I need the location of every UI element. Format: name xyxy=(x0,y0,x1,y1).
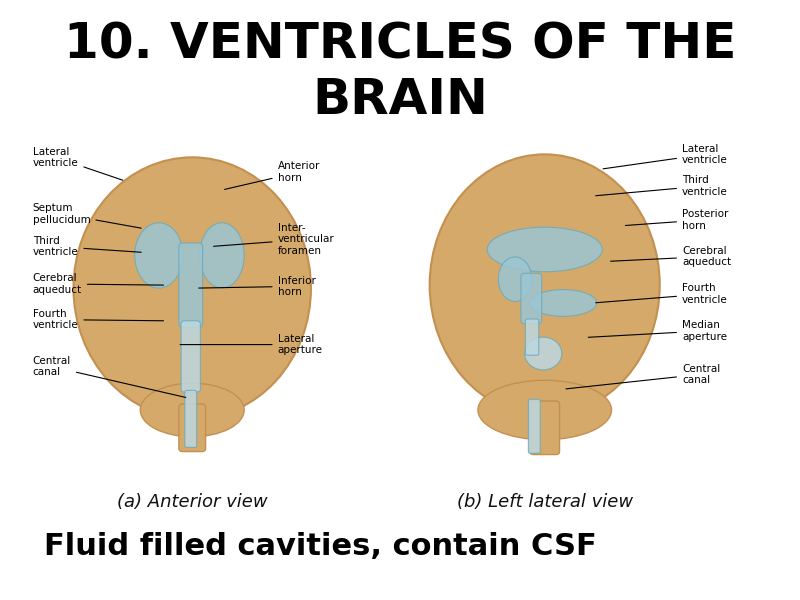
Text: Inferior
horn: Inferior horn xyxy=(198,275,315,297)
Text: Inter-
ventricular
foramen: Inter- ventricular foramen xyxy=(214,223,334,256)
Ellipse shape xyxy=(74,157,311,419)
Text: Fourth
ventricle: Fourth ventricle xyxy=(596,283,728,305)
Text: Anterior
horn: Anterior horn xyxy=(225,161,320,190)
Text: Cerebral
aqueduct: Cerebral aqueduct xyxy=(610,246,731,268)
Text: Fourth
ventricle: Fourth ventricle xyxy=(33,309,163,331)
FancyBboxPatch shape xyxy=(526,319,538,355)
Ellipse shape xyxy=(478,380,611,440)
Ellipse shape xyxy=(525,337,562,370)
Ellipse shape xyxy=(430,154,660,416)
FancyBboxPatch shape xyxy=(179,243,202,328)
Ellipse shape xyxy=(140,383,244,437)
Ellipse shape xyxy=(530,290,597,316)
FancyBboxPatch shape xyxy=(530,401,559,455)
Text: Third
ventricle: Third ventricle xyxy=(33,236,142,257)
Text: Septum
pellucidum: Septum pellucidum xyxy=(33,203,142,228)
FancyBboxPatch shape xyxy=(179,404,206,452)
FancyBboxPatch shape xyxy=(181,321,200,392)
Text: Lateral
ventricle: Lateral ventricle xyxy=(33,146,123,180)
Text: Fluid filled cavities, contain CSF: Fluid filled cavities, contain CSF xyxy=(44,532,597,561)
Ellipse shape xyxy=(498,257,532,301)
Ellipse shape xyxy=(134,223,183,288)
Ellipse shape xyxy=(487,227,602,272)
Text: Median
aperture: Median aperture xyxy=(588,320,727,342)
Text: (a) Anterior view: (a) Anterior view xyxy=(117,493,267,511)
Text: Posterior
horn: Posterior horn xyxy=(626,209,728,230)
Text: Lateral
aperture: Lateral aperture xyxy=(180,334,322,355)
Text: (b) Left lateral view: (b) Left lateral view xyxy=(457,493,633,511)
Text: Cerebral
aqueduct: Cerebral aqueduct xyxy=(33,273,163,295)
FancyBboxPatch shape xyxy=(185,391,197,448)
Text: Central
canal: Central canal xyxy=(33,356,186,397)
Text: 10. VENTRICLES OF THE
BRAIN: 10. VENTRICLES OF THE BRAIN xyxy=(64,20,736,124)
Text: Central
canal: Central canal xyxy=(566,364,720,389)
FancyBboxPatch shape xyxy=(521,273,542,324)
Text: Lateral
ventricle: Lateral ventricle xyxy=(603,143,728,169)
Ellipse shape xyxy=(200,223,244,288)
Text: Third
ventricle: Third ventricle xyxy=(596,175,728,197)
FancyBboxPatch shape xyxy=(528,399,540,454)
